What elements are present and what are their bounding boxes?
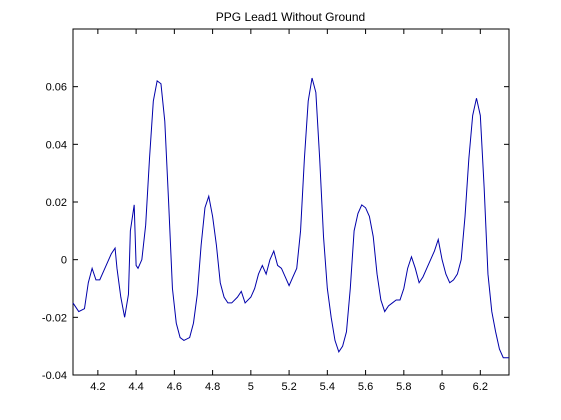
x-tick-label: 5.8: [396, 381, 411, 393]
y-tick-label: 0.04: [46, 139, 67, 151]
axes-box: [72, 28, 510, 376]
x-tick-label: 4.4: [128, 381, 143, 393]
x-tick-label: 6.2: [473, 381, 488, 393]
y-tick-label: -0.04: [42, 370, 67, 382]
chart-title: PPG Lead1 Without Ground: [215, 10, 366, 24]
y-tick-label: -0.02: [42, 312, 67, 324]
y-tick-label: 0.02: [46, 197, 67, 209]
x-tick-label: 4.8: [205, 381, 220, 393]
ticks-group: 4.2 4.4 4.6 4.8 5 5.2 5.4 5.6 5.8 6 6.2 -0.04 -0.02 0…: [42, 29, 509, 393]
x-tick-label: 5.2: [281, 381, 296, 393]
x-tick-label: 4.2: [90, 381, 105, 393]
x-tick-label: 5: [248, 381, 254, 393]
x-tick-label: 5.4: [320, 381, 335, 393]
x-tick-label: 4.6: [167, 381, 182, 393]
x-tick-label: 5.6: [358, 381, 373, 393]
y-tick-label: 0: [61, 255, 67, 267]
x-tick-label: 6: [439, 381, 445, 393]
series-line: [72, 77, 509, 359]
y-tick-label: 0.06: [46, 82, 67, 94]
